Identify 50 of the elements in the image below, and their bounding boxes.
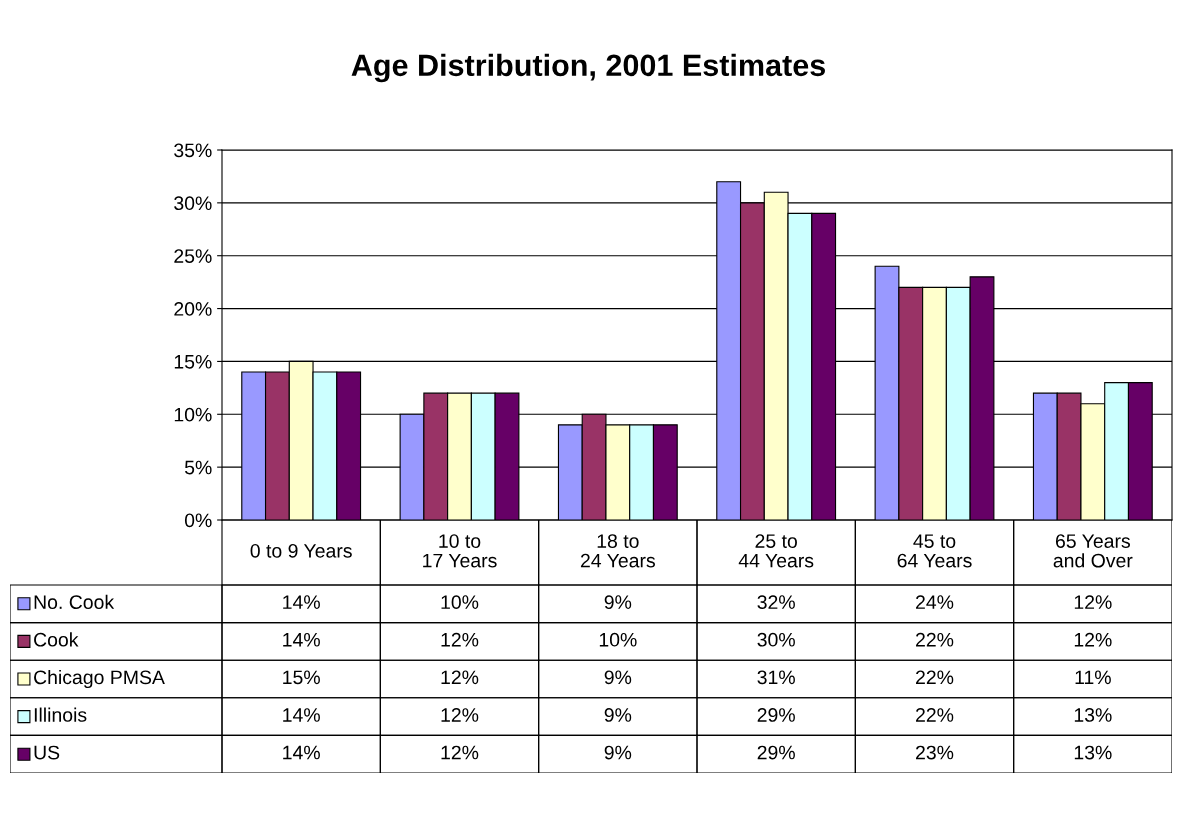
- data-label: 12%: [441, 708, 479, 722]
- data-label: 9%: [604, 745, 632, 760]
- y-tick-label: 25%: [174, 249, 212, 263]
- data-label: 12%: [1074, 595, 1112, 609]
- y-tick-label: 0%: [184, 513, 212, 528]
- legend-label: Cook: [34, 632, 79, 647]
- data-label: 9%: [604, 595, 632, 610]
- legend-label: Illinois: [34, 707, 87, 722]
- data-label: 31%: [757, 670, 795, 685]
- data-label: 22%: [916, 632, 954, 647]
- data-label: 11%: [1075, 670, 1111, 685]
- data-label: 30%: [757, 632, 795, 647]
- legend-label: Chicago PMSA: [34, 669, 165, 689]
- y-tick-label: 5%: [184, 460, 212, 475]
- y-tick-label: 30%: [174, 196, 212, 211]
- data-label: 22%: [916, 708, 954, 722]
- x-tick-label: 0 to 9 Years: [250, 543, 352, 558]
- data-label: 9%: [604, 670, 632, 685]
- y-tick-label: 10%: [174, 407, 212, 422]
- legend-label: US: [34, 745, 60, 760]
- data-label: 15%: [283, 670, 320, 685]
- data-label: 12%: [1074, 632, 1112, 647]
- x-tick-label: 65 Years and Over: [1053, 534, 1133, 568]
- data-label: 12%: [441, 632, 479, 647]
- data-label: 14%: [283, 708, 320, 722]
- data-label: 14%: [283, 595, 320, 609]
- data-label: 14%: [283, 745, 320, 760]
- data-label: 32%: [757, 595, 795, 610]
- x-tick-label: 18 to 24 Years: [580, 534, 655, 568]
- data-label: 13%: [1074, 708, 1112, 722]
- y-tick-label: 20%: [174, 302, 212, 316]
- data-label: 10%: [441, 595, 479, 610]
- data-label: 13%: [1074, 745, 1112, 760]
- x-tick-label: 25 to 44 Years: [738, 534, 814, 568]
- data-label: 10%: [599, 632, 637, 647]
- data-label: 29%: [757, 708, 795, 722]
- chart-title: Age Distribution, 2001 Estimates: [351, 53, 825, 83]
- data-label: 24%: [916, 595, 954, 609]
- data-label: 22%: [916, 670, 954, 685]
- x-tick-label: 45 to 64 Years: [897, 534, 972, 568]
- data-label: 9%: [604, 708, 632, 722]
- data-label: 29%: [757, 745, 795, 760]
- x-tick-label: 10 to 17 Years: [423, 534, 497, 568]
- y-tick-label: 15%: [174, 354, 212, 369]
- legend-label: No. Cook: [34, 594, 115, 610]
- data-label: 12%: [441, 745, 479, 760]
- data-label: 12%: [441, 670, 479, 685]
- y-tick-label: 35%: [174, 143, 212, 158]
- data-label: 23%: [916, 745, 954, 760]
- data-label: 14%: [283, 632, 320, 647]
